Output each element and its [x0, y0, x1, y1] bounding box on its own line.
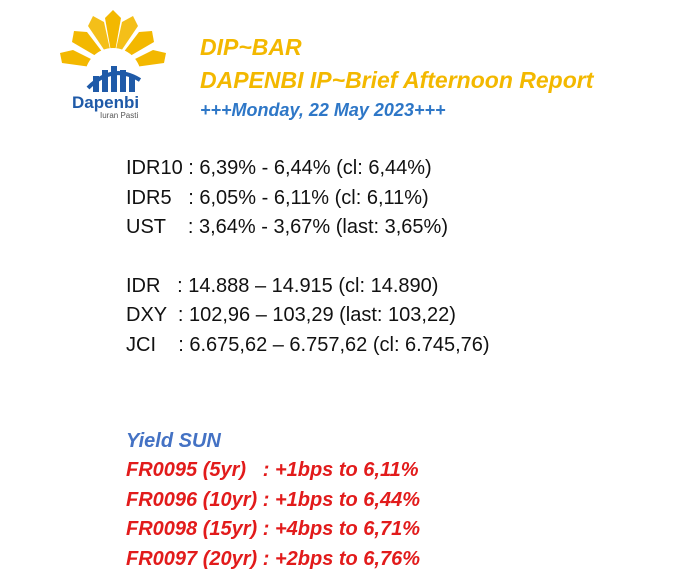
yield-row-fr0096: FR0096 (10yr) : +1bps to 6,44%: [126, 488, 421, 511]
market-row-dxy: DXY : 102,96 – 103,29 (last: 103,22): [126, 304, 456, 326]
yield-row-fr0095: FR0095 (5yr) : +1bps to 6,11%: [126, 459, 419, 481]
yield-row-fr0097: FR0097 (20yr) : +2bps to 6,76%: [126, 547, 421, 570]
market-row-jci: JCI : 6.675,62 – 6.757,62 (cl: 6.745,76): [126, 333, 490, 356]
rate-row-idr10: IDR10 : 6,39% - 6,44% (cl: 6,44%): [126, 157, 432, 179]
logo-tagline: Iuran Pasti: [100, 111, 139, 120]
rates-block: IDR10 : 6,39% - 6,44% (cl: 6,44%) IDR5 :…: [126, 157, 490, 363]
rate-row-ust: UST : 3,64% - 3,67% (last: 3,65%): [126, 216, 448, 238]
yield-sun-title: Yield SUN: [126, 430, 221, 452]
report-subtitle: DAPENBI IP~Brief Afternoon Report: [200, 67, 594, 93]
report-title: DIP~BAR: [200, 34, 302, 60]
rate-row-idr5: IDR5 : 6,05% - 6,11% (cl: 6,11%): [126, 186, 429, 209]
yield-row-fr0098: FR0098 (15yr) : +4bps to 6,71%: [126, 518, 421, 540]
market-row-idr: IDR : 14.888 – 14.915 (cl: 14.890): [126, 274, 439, 297]
logo-name: Dapenbi: [72, 93, 140, 112]
report-date: +++Monday, 22 May 2023+++: [200, 100, 446, 120]
dapenbi-logo: [60, 10, 166, 104]
yield-sun-block: Yield SUN FR0095 (5yr) : +1bps to 6,11% …: [126, 430, 420, 577]
